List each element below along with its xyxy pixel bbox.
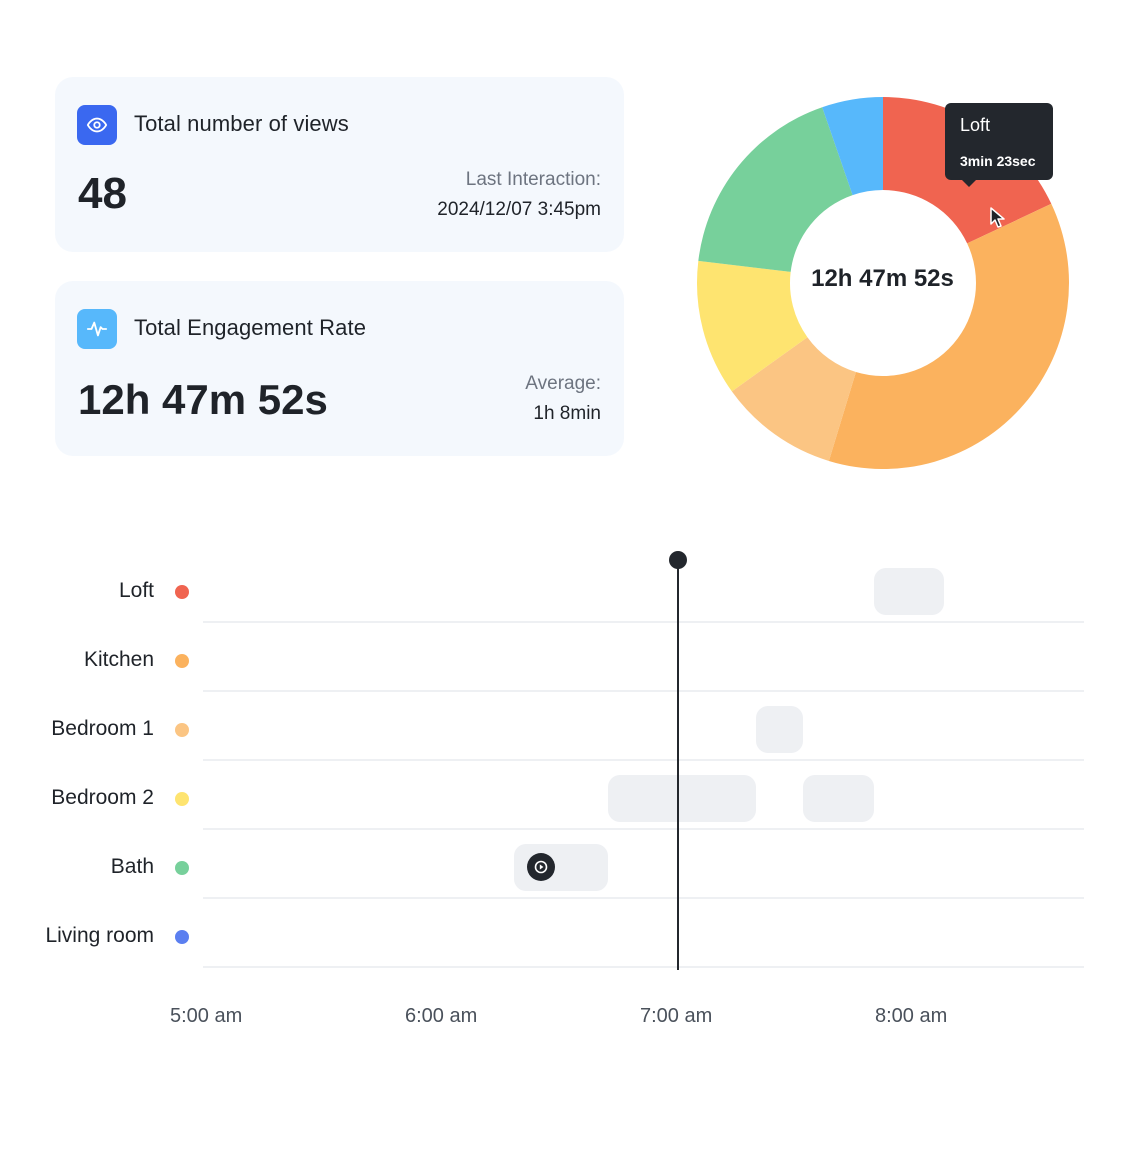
timeline-segment[interactable] [803,775,874,822]
engagement-value: 12h 47m 52s [78,376,328,423]
last-interaction-label: Last Interaction: [465,169,601,190]
x-tick-label: 5:00 am [170,1005,243,1027]
row-divider [203,966,1084,968]
views-card: Total number of views 48 Last Interactio… [55,77,624,252]
engagement-title: Total Engagement Rate [134,315,367,340]
average-label: Average: [525,373,601,394]
row-divider [203,759,1084,761]
current-time-handle[interactable] [669,551,687,569]
timeline-segment[interactable] [513,844,608,891]
donut-slice-bath[interactable] [698,107,853,272]
row-divider [203,897,1084,899]
room-time-donut [697,97,1069,469]
average-value: 1h 8min [533,403,601,424]
tooltip-duration: 3min 23sec [960,153,1036,169]
donut-slice-kitchen[interactable] [828,203,1069,469]
row-label-kitchen: Kitchen [83,648,154,671]
row-label-loft: Loft [118,579,154,602]
engagement-icon-box [77,309,117,349]
donut-tooltip: Loft 3min 23sec [945,103,1053,187]
row-dot-living-room [175,930,189,944]
engagement-card: Total Engagement Rate 12h 47m 52s Averag… [55,281,624,456]
activity-pulse-icon [86,321,108,337]
row-dot-bedroom-2 [175,792,189,806]
play-icon[interactable] [526,853,555,881]
last-interaction-value: 2024/12/07 3:45pm [437,199,601,220]
donut-slice-bedroom-2[interactable] [697,260,808,392]
tooltip-room: Loft [960,115,991,135]
x-tick-label: 6:00 am [405,1005,478,1027]
x-tick-label: 7:00 am [640,1005,713,1027]
row-dot-bath [175,861,189,875]
donut-slice-living-room[interactable] [822,97,883,196]
row-dot-kitchen [175,654,189,668]
tooltip-arrow [962,180,976,187]
eye-icon [86,117,108,133]
timeline-segment[interactable] [756,706,804,753]
views-title: Total number of views [134,111,349,136]
current-time-line[interactable] [677,559,679,970]
timeline-segment[interactable] [873,568,945,615]
views-count: 48 [78,169,127,218]
row-divider [203,621,1084,623]
x-tick-label: 8:00 am [875,1005,948,1027]
row-divider [203,828,1084,830]
row-label-bedroom-1: Bedroom 1 [51,717,154,740]
row-dot-bedroom-1 [175,723,189,737]
donut-center-total: 12h 47m 52s [811,265,954,292]
row-label-bath: Bath [110,855,154,878]
row-label-living-room: Living room [45,924,154,947]
donut-slice-bedroom-1[interactable] [731,337,856,461]
row-dot-loft [175,585,189,599]
timeline-segment[interactable] [607,775,757,822]
mouse-pointer-icon [990,207,1005,228]
row-divider [203,690,1084,692]
row-label-bedroom-2: Bedroom 2 [51,786,154,809]
views-icon-box [77,105,117,145]
